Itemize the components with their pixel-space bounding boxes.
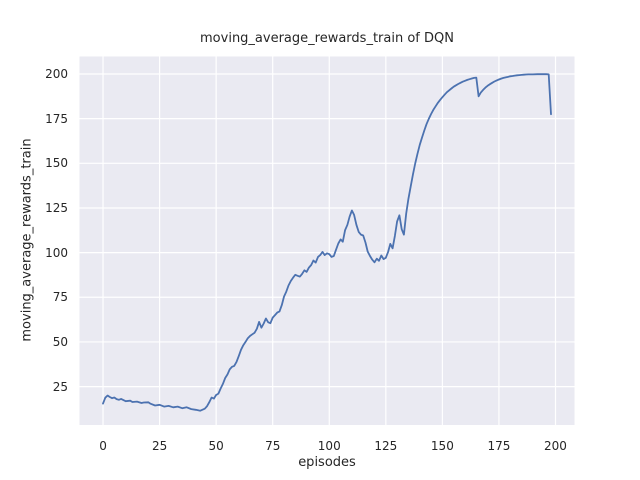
x-axis-label: episodes xyxy=(298,455,356,470)
plot-panel xyxy=(79,56,575,425)
y-tick-label: 75 xyxy=(52,290,68,305)
y-tick-label: 150 xyxy=(45,156,68,171)
x-tick-label: 150 xyxy=(430,439,454,453)
series-line xyxy=(102,73,552,412)
y-tick-label: 50 xyxy=(52,334,68,349)
x-tick-label: 75 xyxy=(265,439,281,453)
y-tick-label: 175 xyxy=(45,111,68,126)
x-tick-label: 125 xyxy=(374,439,398,453)
x-tick-label: 0 xyxy=(99,439,107,453)
x-tick-label: 25 xyxy=(151,439,168,453)
x-tick-label: 100 xyxy=(317,439,341,453)
x-tick-label: 200 xyxy=(544,439,567,453)
chart-title: moving_average_rewards_train of DQN xyxy=(200,31,454,46)
y-tick-label: 100 xyxy=(45,245,68,260)
y-tick-label: 25 xyxy=(52,379,68,394)
x-tick-label: 50 xyxy=(208,439,224,453)
x-tick-label: 175 xyxy=(487,439,511,453)
y-axis-label: moving_average_rewards_train xyxy=(19,138,35,342)
y-tick-label: 200 xyxy=(45,67,68,81)
y-tick-label: 125 xyxy=(45,200,68,215)
